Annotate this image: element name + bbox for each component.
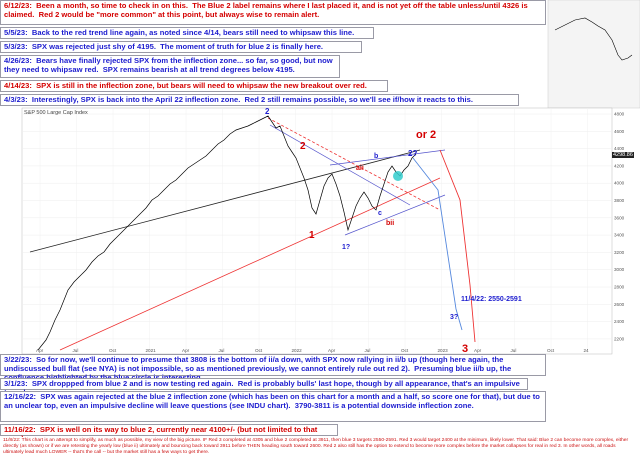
blue-channel-upper xyxy=(329,149,446,166)
y-tick-label: 4200 xyxy=(614,163,625,168)
y-tick-label: 3400 xyxy=(614,233,625,238)
red-projection xyxy=(439,149,476,343)
label-blue-2: 2 xyxy=(265,107,270,116)
x-tick-label: 24 xyxy=(584,348,590,353)
x-tick-label: 2023 xyxy=(438,348,449,353)
x-tick-label: Jul xyxy=(511,348,517,353)
blue-trend-line xyxy=(269,124,411,206)
y-tick-label: 4600 xyxy=(614,129,625,134)
y-tick-label: 2800 xyxy=(614,285,625,290)
label-bii: bii xyxy=(386,220,395,227)
annotation-note: 4/26/23: Bears have finally rejected SPX… xyxy=(0,55,340,78)
x-tick-label: Apr xyxy=(182,348,190,353)
annotation-note: 5/3/23: SPX was rejected just shy of 419… xyxy=(0,41,362,53)
label-blue-2q: 2? xyxy=(408,149,418,158)
label-red-2: 2 xyxy=(300,141,306,152)
annotation-note: 6/12/23: Been a month, so time to check … xyxy=(0,0,546,25)
y-tick-label: 2200 xyxy=(614,336,625,341)
mini-price-line xyxy=(554,17,633,61)
label-blue-1q: 1? xyxy=(342,244,351,251)
y-tick-label: 4800 xyxy=(614,112,625,117)
x-tick-label: 2022 xyxy=(292,348,303,353)
label-red-1: 1 xyxy=(309,230,315,241)
x-tick-label: Oct xyxy=(401,348,409,353)
annotation-note: 5/5/23: Back to the red trend line again… xyxy=(0,27,374,39)
annotation-note: 3/22/23: So for now, we'll continue to p… xyxy=(0,354,546,382)
fine-print-note: 11/8/22: This chart is an attempt to sim… xyxy=(0,437,638,471)
x-tick-label: Jul xyxy=(365,348,371,353)
chart-header: S&P 500 Large Cap Index xyxy=(24,110,88,116)
label-aii: aii xyxy=(356,165,364,172)
chart-gridlines xyxy=(22,108,612,354)
annotation-note: 11/16/22: SPX is well on its way to blue… xyxy=(0,424,338,443)
x-tick-label: Oct xyxy=(255,348,263,353)
label-blue-3q: 3? xyxy=(450,314,459,321)
annotation-note: 4/3/23: Interestingly, SPX is back into … xyxy=(0,94,519,106)
x-tick-label: Oct xyxy=(547,348,555,353)
y-tick-label: 3600 xyxy=(614,215,625,220)
annotation-note: 3/1/23: SPX droppped from blue 2 and is … xyxy=(0,378,528,397)
label-c: c xyxy=(378,210,382,217)
label-target-zone: 11/4/22: 2550-2591 xyxy=(461,296,522,303)
y-tick-label: 3000 xyxy=(614,267,625,272)
label-b: b xyxy=(374,153,379,160)
x-tick-label: Apr xyxy=(36,348,44,353)
x-tick-label: Jul xyxy=(219,348,225,353)
red-trend-line-upper xyxy=(267,117,441,211)
y-tick-label: 3800 xyxy=(614,198,625,203)
x-tick-label: Jul xyxy=(73,348,79,353)
x-tick-label: Apr xyxy=(328,348,336,353)
y-tick-label: 2400 xyxy=(614,319,625,324)
black-trend-line xyxy=(29,149,421,253)
label-or-2: or 2 xyxy=(416,129,437,141)
x-tick-label: Apr xyxy=(474,348,482,353)
blue-projection xyxy=(412,157,463,331)
y-tick-label: 3200 xyxy=(614,250,625,255)
label-red-3: 3 xyxy=(462,343,469,355)
y-tick-label: 4000 xyxy=(614,181,625,186)
annotation-note: 12/16/22: SPX was again rejected at the … xyxy=(0,391,546,422)
y-tick-label: 2600 xyxy=(614,302,625,307)
spx-price-line xyxy=(37,115,417,351)
price-tag: 4298.86 xyxy=(612,152,634,158)
blue-channel-lower xyxy=(344,194,446,236)
blue-circle-confluence xyxy=(393,171,403,181)
y-tick-label: 4400 xyxy=(614,146,625,151)
annotation-note: 4/14/23: SPX is still in the inflection … xyxy=(0,80,388,92)
x-tick-label: 2021 xyxy=(146,348,157,353)
x-axis: Apr Jul Oct 2021 Apr Jul Oct 2022 Apr Jul Oct 2023 A… xyxy=(36,348,589,353)
y-axis: 4800 4600 4400 4200 4000 3800 3600 3400 3200 3000… xyxy=(614,112,625,342)
x-tick-label: Oct xyxy=(109,348,117,353)
